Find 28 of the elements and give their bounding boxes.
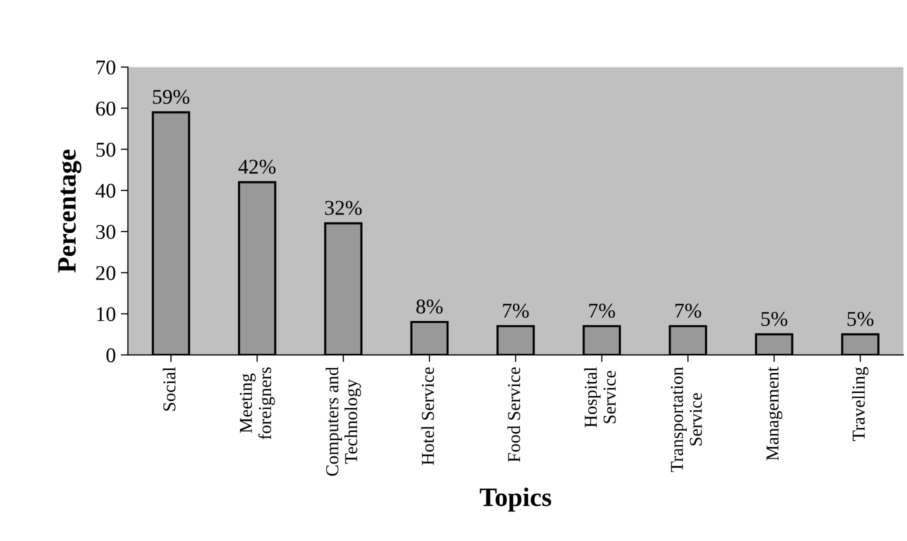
data-label: 59% <box>153 90 190 104</box>
x-tick-label: Computers and Technology <box>326 366 361 476</box>
y-tick-label: 70 <box>96 60 116 75</box>
x-tick-label: Hospital Service <box>584 367 616 428</box>
y-tick-label: 50 <box>96 142 116 157</box>
data-label: 8% <box>416 300 443 314</box>
data-label: 42% <box>238 160 276 174</box>
y-tick-label: 10 <box>97 307 116 322</box>
y-tick-label: 40 <box>96 184 116 198</box>
data-label: 5% <box>761 312 788 326</box>
x-tick-label: Transportation Service <box>670 366 702 472</box>
data-label: 5% <box>848 312 874 326</box>
x-tick-label: Meeting foreigners <box>240 367 275 440</box>
data-label: 7% <box>675 304 702 318</box>
y-axis-title: Percentage <box>58 150 82 273</box>
x-axis-title: Topics <box>480 488 552 512</box>
x-tick-label: Hotel Service <box>421 367 434 465</box>
x-tick-label: Food Service <box>507 367 520 462</box>
y-tick-label: 0 <box>106 348 116 362</box>
data-label: 7% <box>503 304 529 318</box>
y-tick-label: 60 <box>96 102 116 116</box>
y-tick-label: 20 <box>96 266 116 280</box>
x-tick-label: Management <box>766 366 782 460</box>
x-tick-label: Travelling <box>852 367 868 441</box>
data-label: 7% <box>589 304 615 318</box>
y-tick-label: 30 <box>96 224 116 239</box>
data-label: 32% <box>325 200 362 215</box>
x-tick-label: Social <box>162 367 176 411</box>
